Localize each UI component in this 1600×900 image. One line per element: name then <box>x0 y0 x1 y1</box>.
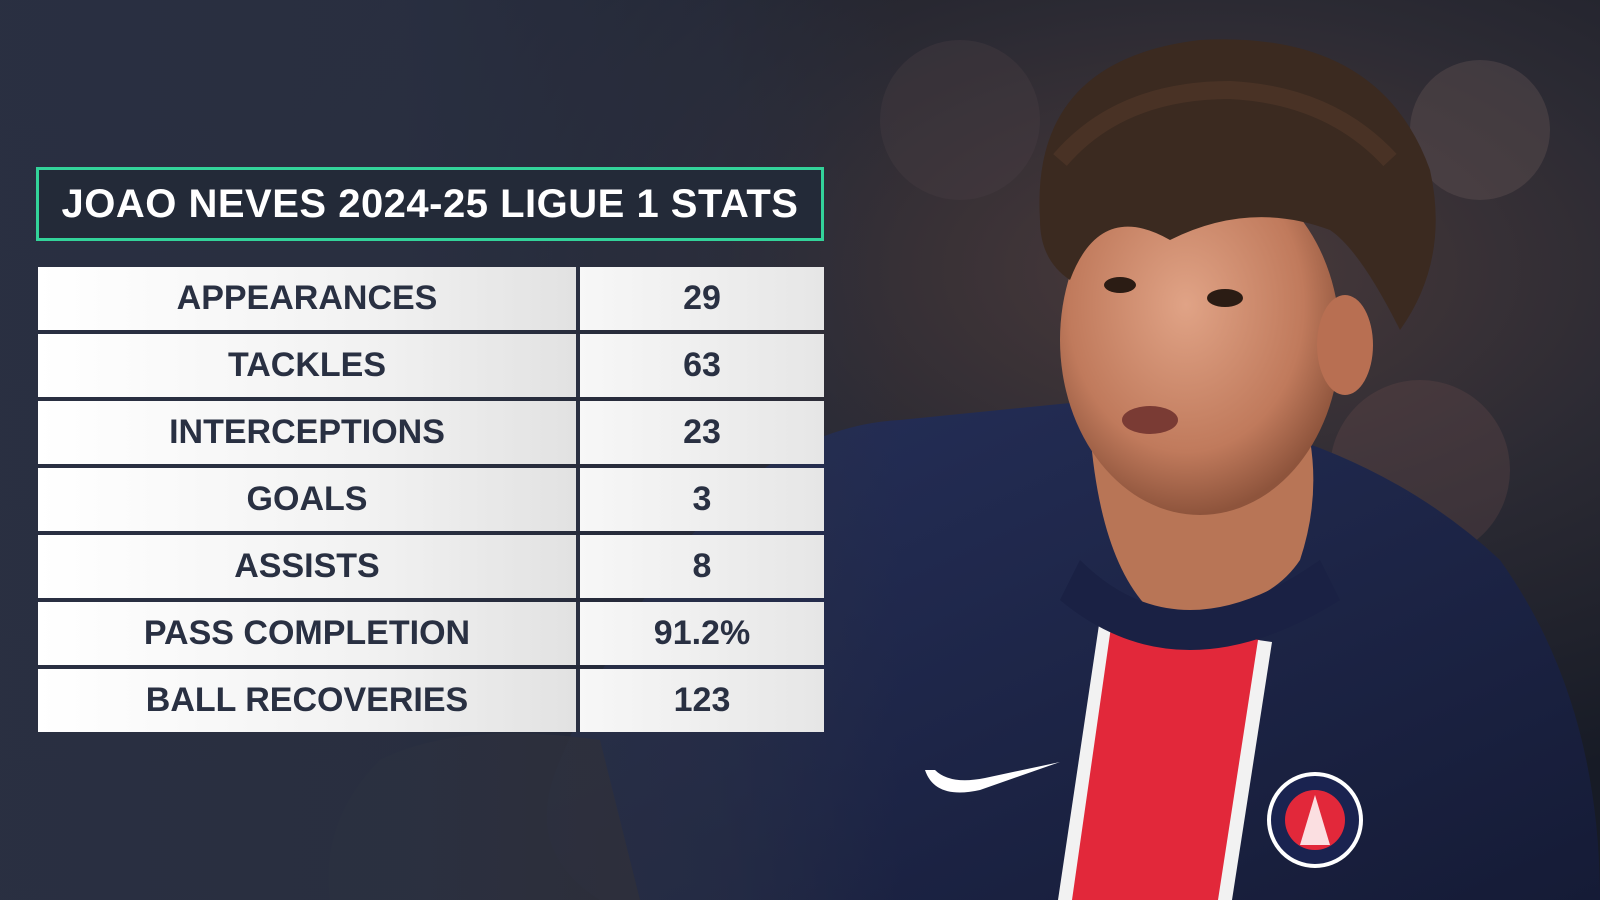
table-row: TACKLES 63 <box>38 334 824 397</box>
table-row: PASS COMPLETION 91.2% <box>38 602 824 665</box>
table-row: INTERCEPTIONS 23 <box>38 401 824 464</box>
stat-label: APPEARANCES <box>38 267 580 330</box>
stat-label: ASSISTS <box>38 535 580 598</box>
stat-label: PASS COMPLETION <box>38 602 580 665</box>
stat-label: BALL RECOVERIES <box>38 669 580 732</box>
stat-label: TACKLES <box>38 334 580 397</box>
stat-value: 63 <box>580 334 824 397</box>
stat-value: 3 <box>580 468 824 531</box>
stat-label: INTERCEPTIONS <box>38 401 580 464</box>
stats-table: APPEARANCES 29 TACKLES 63 INTERCEPTIONS … <box>38 263 824 736</box>
club-crest <box>1267 772 1363 868</box>
table-row: GOALS 3 <box>38 468 824 531</box>
stat-label: GOALS <box>38 468 580 531</box>
stat-value: 123 <box>580 669 824 732</box>
page-title: JOAO NEVES 2024-25 LIGUE 1 STATS <box>61 181 799 226</box>
stat-value: 29 <box>580 267 824 330</box>
title-banner: JOAO NEVES 2024-25 LIGUE 1 STATS <box>36 167 824 241</box>
stat-value: 91.2% <box>580 602 824 665</box>
table-row: APPEARANCES 29 <box>38 267 824 330</box>
table-row: BALL RECOVERIES 123 <box>38 669 824 732</box>
swoosh-logo <box>925 762 1060 793</box>
stat-value: 8 <box>580 535 824 598</box>
stat-value: 23 <box>580 401 824 464</box>
table-row: ASSISTS 8 <box>38 535 824 598</box>
